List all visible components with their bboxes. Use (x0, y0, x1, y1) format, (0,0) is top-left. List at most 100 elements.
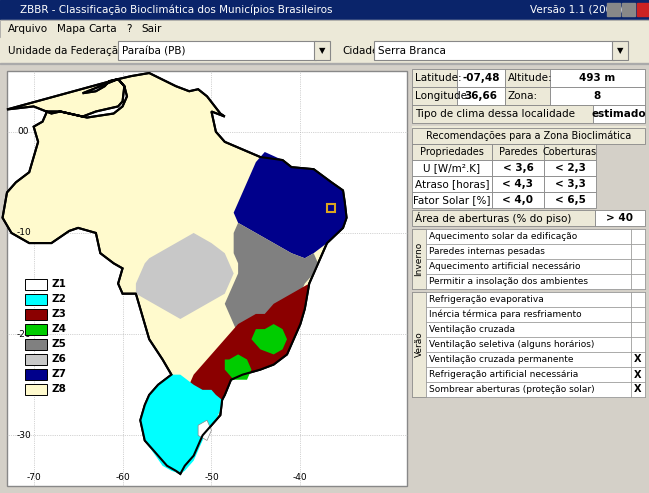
Text: Refrigeração artificial necessária: Refrigeração artificial necessária (429, 370, 578, 379)
Text: ▼: ▼ (319, 46, 325, 56)
Text: X: X (634, 385, 642, 394)
Text: < 3,3: < 3,3 (554, 179, 585, 189)
Bar (631, 337, 645, 352)
Text: > 40: > 40 (607, 213, 633, 223)
Bar (505, 69, 550, 87)
Text: Ventilação seletiva (alguns horários): Ventilação seletiva (alguns horários) (429, 340, 594, 349)
Text: Ventilação cruzada permanente: Ventilação cruzada permanente (429, 355, 574, 364)
Text: Permitir a insolação dos ambientes: Permitir a insolação dos ambientes (429, 277, 588, 286)
Bar (505, 87, 550, 105)
Bar (426, 307, 631, 322)
Text: Z8: Z8 (51, 384, 66, 394)
Text: Versão 1.1 (2004): Versão 1.1 (2004) (530, 5, 623, 15)
Text: Z4: Z4 (51, 324, 66, 334)
Bar (25, 309, 47, 319)
Text: Inverno: Inverno (415, 242, 424, 276)
Text: < 3,6: < 3,6 (502, 163, 533, 173)
Text: -30: -30 (17, 431, 32, 440)
Text: Sombrear aberturas (proteção solar): Sombrear aberturas (proteção solar) (429, 385, 594, 394)
Bar (612, 41, 628, 60)
Text: Paraíba (PB): Paraíba (PB) (122, 46, 186, 56)
Bar (0, 0, 649, 20)
Text: Verão: Verão (415, 332, 424, 357)
Text: < 2,3: < 2,3 (554, 163, 585, 173)
Polygon shape (136, 233, 234, 319)
Bar (412, 128, 645, 144)
Bar (492, 144, 544, 160)
Text: Aquecimento solar da edificação: Aquecimento solar da edificação (429, 232, 577, 241)
Bar (631, 274, 645, 289)
Bar (631, 244, 645, 259)
Bar (25, 339, 47, 350)
Bar (631, 367, 645, 382)
Text: Unidade da Federação:: Unidade da Federação: (8, 46, 128, 56)
Text: < 6,5: < 6,5 (554, 195, 585, 205)
Bar (457, 69, 505, 87)
Bar (426, 244, 631, 259)
Bar (25, 279, 47, 289)
Bar (412, 229, 645, 289)
Bar (426, 382, 631, 397)
Text: Z5: Z5 (51, 339, 66, 349)
Text: Z7: Z7 (51, 369, 66, 379)
Text: X: X (634, 354, 642, 364)
Text: 36,66: 36,66 (465, 91, 498, 101)
Bar (550, 69, 645, 87)
Text: -70: -70 (27, 473, 41, 482)
Bar (622, 3, 635, 16)
Text: Coberturas: Coberturas (543, 147, 597, 157)
Bar (426, 352, 631, 367)
Bar (328, 204, 336, 211)
Text: Z1: Z1 (51, 279, 66, 289)
Text: Paredes: Paredes (498, 147, 537, 157)
Text: Tipo de clima dessa localidade: Tipo de clima dessa localidade (415, 109, 575, 119)
Bar (457, 87, 505, 105)
Bar (0, 20, 649, 38)
Bar (412, 126, 645, 128)
Bar (412, 144, 492, 160)
Text: Sair: Sair (141, 24, 162, 34)
Bar (0, 63, 649, 64)
Text: Refrigeração evaporativa: Refrigeração evaporativa (429, 295, 544, 304)
Text: Ventilação cruzada: Ventilação cruzada (429, 325, 515, 334)
Bar (426, 367, 631, 382)
Bar (25, 323, 47, 334)
Bar (412, 292, 426, 397)
Text: Altitude:: Altitude: (508, 73, 553, 83)
Text: -07,48: -07,48 (462, 73, 500, 83)
Bar (0, 38, 649, 64)
Bar (7, 71, 407, 486)
Bar (544, 144, 596, 160)
Text: Zona:: Zona: (508, 91, 538, 101)
Bar (0, 64, 649, 493)
Bar (426, 259, 631, 274)
Text: Arquivo: Arquivo (8, 24, 48, 34)
Bar (412, 87, 457, 105)
Text: X: X (634, 369, 642, 380)
Text: Propriedades: Propriedades (420, 147, 484, 157)
Text: Mapa: Mapa (56, 24, 85, 34)
Text: Inércia térmica para resfriamento: Inércia térmica para resfriamento (429, 310, 582, 319)
Bar (412, 192, 492, 208)
Text: Longitude:: Longitude: (415, 91, 471, 101)
Bar (544, 176, 596, 192)
Text: Paredes internas pesadas: Paredes internas pesadas (429, 247, 545, 256)
Polygon shape (225, 223, 318, 339)
Text: ZBBR - Classificação Bioclimática dos Municípios Brasileiros: ZBBR - Classificação Bioclimática dos Mu… (20, 5, 332, 15)
Text: -20: -20 (17, 330, 32, 339)
Polygon shape (171, 283, 309, 466)
Bar (607, 3, 620, 16)
Polygon shape (140, 375, 222, 474)
Bar (412, 160, 492, 176)
Bar (550, 87, 645, 105)
Bar (426, 274, 631, 289)
Text: -10: -10 (17, 228, 32, 238)
Text: ▼: ▼ (617, 46, 623, 56)
Bar (412, 105, 593, 123)
Bar (118, 41, 316, 60)
Bar (492, 192, 544, 208)
Text: -40: -40 (293, 473, 308, 482)
Bar (637, 3, 649, 16)
Bar (631, 382, 645, 397)
Bar (426, 292, 631, 307)
